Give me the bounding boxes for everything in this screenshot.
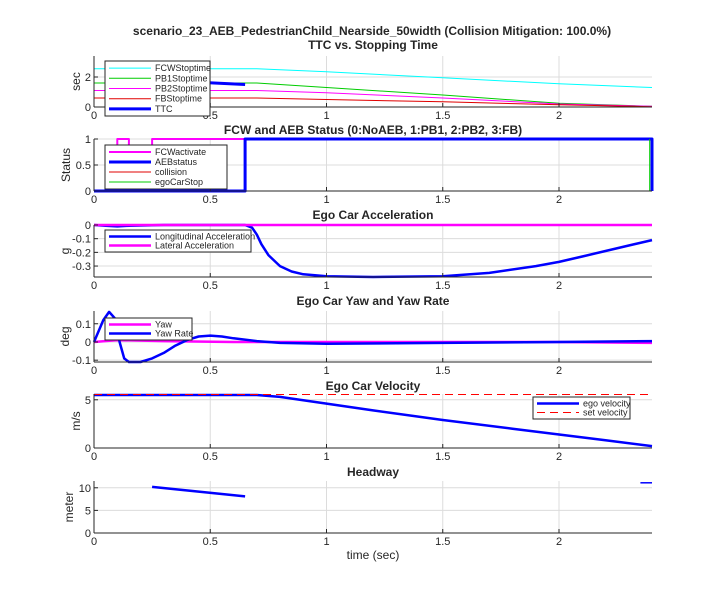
x-tick-label: 0	[91, 110, 97, 122]
y-tick-label: 5	[85, 505, 91, 517]
x-tick-label: 0	[91, 451, 97, 463]
x-tick-label: 1.5	[435, 110, 450, 122]
y-tick-label: 2	[85, 72, 91, 84]
subplot-title: Ego Car Velocity	[326, 379, 421, 393]
y-tick-label: 5	[85, 395, 91, 407]
x-tick-label: 0.5	[203, 451, 218, 463]
legend-label: FBStoptime	[155, 94, 202, 104]
y-axis-label: sec	[69, 72, 83, 91]
subplot-6: 0 0.5 1 1.5 2 0 5 10 Headway meter	[62, 465, 652, 548]
y-tick-label: 0.1	[76, 319, 91, 331]
y-tick-label: -0.3	[72, 261, 91, 273]
y-axis-label: Status	[59, 148, 73, 182]
x-tick-label: 1	[323, 536, 329, 548]
y-tick-label: 1	[85, 134, 91, 146]
y-tick-label: 0	[85, 220, 91, 232]
series-line-fcwstoptime	[94, 68, 653, 88]
legend-label: PB2Stoptime	[155, 84, 208, 94]
x-tick-label: 0.5	[203, 536, 218, 548]
x-tick-label: 1.5	[435, 365, 450, 377]
x-axis-label: time (sec)	[347, 548, 400, 562]
y-tick-label: 0	[85, 528, 91, 540]
x-tick-label: 1.5	[435, 451, 450, 463]
x-tick-label: 2	[556, 194, 562, 206]
x-tick-label: 2	[556, 365, 562, 377]
subplot-3: 0 0.5 1 1.5 2 0 -0.1-0.2 -0.3 Ego Car Accelerati…	[58, 208, 653, 292]
x-tick-label: 1	[323, 110, 329, 122]
x-tick-label: 0	[91, 365, 97, 377]
x-tick-label: 2	[556, 536, 562, 548]
subplot-title: Ego Car Acceleration	[313, 208, 434, 222]
series-line-ego-velocity	[94, 393, 653, 448]
x-tick-label: 1	[323, 194, 329, 206]
y-tick-label: 0	[85, 337, 91, 349]
x-tick-label: 0	[91, 280, 97, 292]
series-line-fbstoptime	[94, 97, 653, 108]
y-tick-label: 0.5	[76, 160, 91, 172]
series-line-headway	[151, 485, 246, 498]
y-tick-label: -0.1	[72, 234, 91, 246]
x-tick-label: 1	[323, 365, 329, 377]
x-tick-label: 2	[556, 451, 562, 463]
legend-label: Yaw	[155, 320, 172, 330]
y-tick-label: 0	[85, 102, 91, 114]
y-tick-label: 0	[85, 186, 91, 198]
y-tick-label: 0	[85, 443, 91, 455]
subplot-title: Headway	[347, 465, 399, 479]
y-axis-label: m/s	[69, 411, 83, 430]
y-tick-label: 10	[79, 483, 91, 495]
x-tick-label: 1	[323, 451, 329, 463]
y-tick-label: -0.2	[72, 247, 91, 259]
legend-label: ego velocity	[583, 399, 631, 409]
legend-label: Longitudinal Acceleration	[155, 232, 255, 242]
x-tick-label: 1.5	[435, 536, 450, 548]
y-axis-label: g	[58, 248, 72, 255]
subplot-5: 0 0.5 1 1.5 2 0 5 Ego Car Velocity m/s ego veloci…	[69, 379, 653, 463]
legend: FCWStoptimePB1StoptimePB2StoptimeFBStopt…	[104, 60, 211, 117]
legend-label: FCWactivate	[155, 147, 206, 157]
subplot-title: TTC vs. Stopping Time	[308, 38, 438, 52]
series-line-pb2stoptime	[94, 90, 653, 107]
subplot-title: FCW and AEB Status (0:NoAEB, 1:PB1, 2:PB…	[224, 123, 522, 137]
y-axis-label: deg	[58, 326, 72, 346]
x-tick-label: 1.5	[435, 194, 450, 206]
legend-label: Lateral Acceleration	[155, 241, 234, 251]
y-tick-label: -0.1	[72, 355, 91, 367]
legend-label: PB1Stoptime	[155, 73, 208, 83]
x-tick-label: 1.5	[435, 280, 450, 292]
subplot-title: Ego Car Yaw and Yaw Rate	[297, 294, 450, 308]
legend-label: set velocity	[583, 408, 628, 418]
legend-label: Yaw Rate	[155, 329, 193, 339]
x-tick-label: 0	[91, 194, 97, 206]
legend-label: collision	[155, 167, 187, 177]
figure-title: scenario_23_AEB_PedestrianChild_Nearside…	[133, 24, 611, 38]
x-tick-label: 2	[556, 110, 562, 122]
x-tick-label: 0.5	[203, 365, 218, 377]
legend-label: FCWStoptime	[155, 63, 211, 73]
y-axis-label: meter	[62, 492, 76, 523]
x-tick-label: 0	[91, 536, 97, 548]
subplot-2: 0 0.5 1 1.5 2 0 0.5 1 FCW and AEB Status (0:NoAE…	[59, 123, 654, 206]
x-tick-label: 0.5	[203, 194, 218, 206]
legend-label: AEBstatus	[155, 157, 198, 167]
legend-label: egoCarStop	[155, 177, 203, 187]
legend-label: TTC	[155, 104, 173, 114]
x-tick-label: 1	[323, 280, 329, 292]
x-tick-label: 2	[556, 280, 562, 292]
x-tick-label: 0.5	[203, 280, 218, 292]
